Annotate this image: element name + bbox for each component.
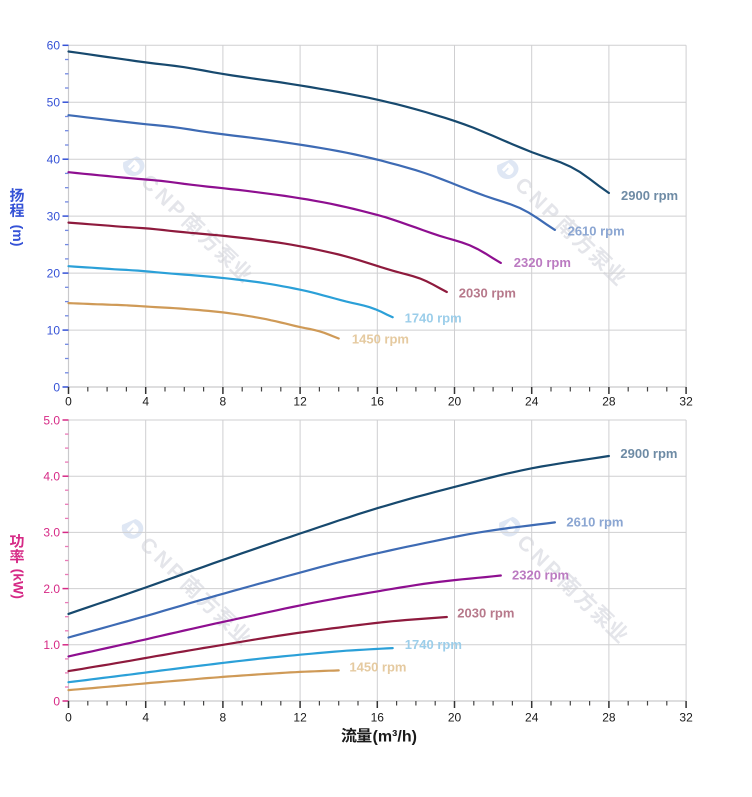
svg-text:1.0: 1.0: [43, 638, 60, 652]
svg-text:2610 rpm: 2610 rpm: [568, 224, 625, 239]
svg-text:1740 rpm: 1740 rpm: [405, 637, 462, 652]
svg-text:(m³/h): (m³/h): [373, 728, 417, 745]
svg-text:4.0: 4.0: [43, 470, 60, 484]
svg-text:50: 50: [47, 96, 61, 110]
svg-text:24: 24: [525, 711, 539, 725]
svg-text:40: 40: [47, 153, 61, 167]
svg-text:60: 60: [47, 39, 61, 53]
svg-text:32: 32: [679, 395, 693, 409]
svg-text:2030 rpm: 2030 rpm: [459, 286, 516, 301]
svg-text:2.0: 2.0: [43, 582, 60, 596]
svg-text:28: 28: [602, 711, 616, 725]
svg-text:12: 12: [293, 395, 307, 409]
svg-text:(kW): (kW): [10, 569, 26, 599]
svg-text:10: 10: [47, 323, 61, 337]
svg-text:2320 rpm: 2320 rpm: [512, 568, 569, 583]
svg-text:32: 32: [679, 711, 693, 725]
svg-text:1450 rpm: 1450 rpm: [352, 332, 409, 347]
svg-text:30: 30: [47, 209, 61, 223]
svg-text:20: 20: [448, 711, 462, 725]
svg-text:(m): (m): [10, 225, 26, 247]
svg-text:1740 rpm: 1740 rpm: [405, 310, 462, 325]
svg-text:3.0: 3.0: [43, 526, 60, 540]
svg-text:0: 0: [53, 694, 60, 708]
svg-text:24: 24: [525, 395, 539, 409]
svg-text:16: 16: [371, 395, 385, 409]
svg-text:4: 4: [142, 395, 149, 409]
svg-text:12: 12: [293, 711, 307, 725]
svg-text:0: 0: [65, 711, 72, 725]
svg-text:2030 rpm: 2030 rpm: [457, 606, 514, 621]
svg-text:20: 20: [448, 395, 462, 409]
svg-text:8: 8: [220, 395, 227, 409]
svg-text:5.0: 5.0: [43, 413, 60, 427]
svg-text:20: 20: [47, 266, 61, 280]
svg-text:2900 rpm: 2900 rpm: [620, 446, 677, 461]
svg-text:2320 rpm: 2320 rpm: [514, 255, 571, 270]
svg-text:4: 4: [142, 711, 149, 725]
svg-text:28: 28: [602, 395, 616, 409]
svg-text:2900 rpm: 2900 rpm: [621, 188, 678, 203]
svg-text:0: 0: [65, 395, 72, 409]
svg-text:0: 0: [53, 380, 60, 394]
svg-text:8: 8: [220, 711, 227, 725]
svg-text:16: 16: [371, 711, 385, 725]
svg-text:1450 rpm: 1450 rpm: [349, 659, 406, 674]
svg-text:2610 rpm: 2610 rpm: [566, 515, 623, 530]
